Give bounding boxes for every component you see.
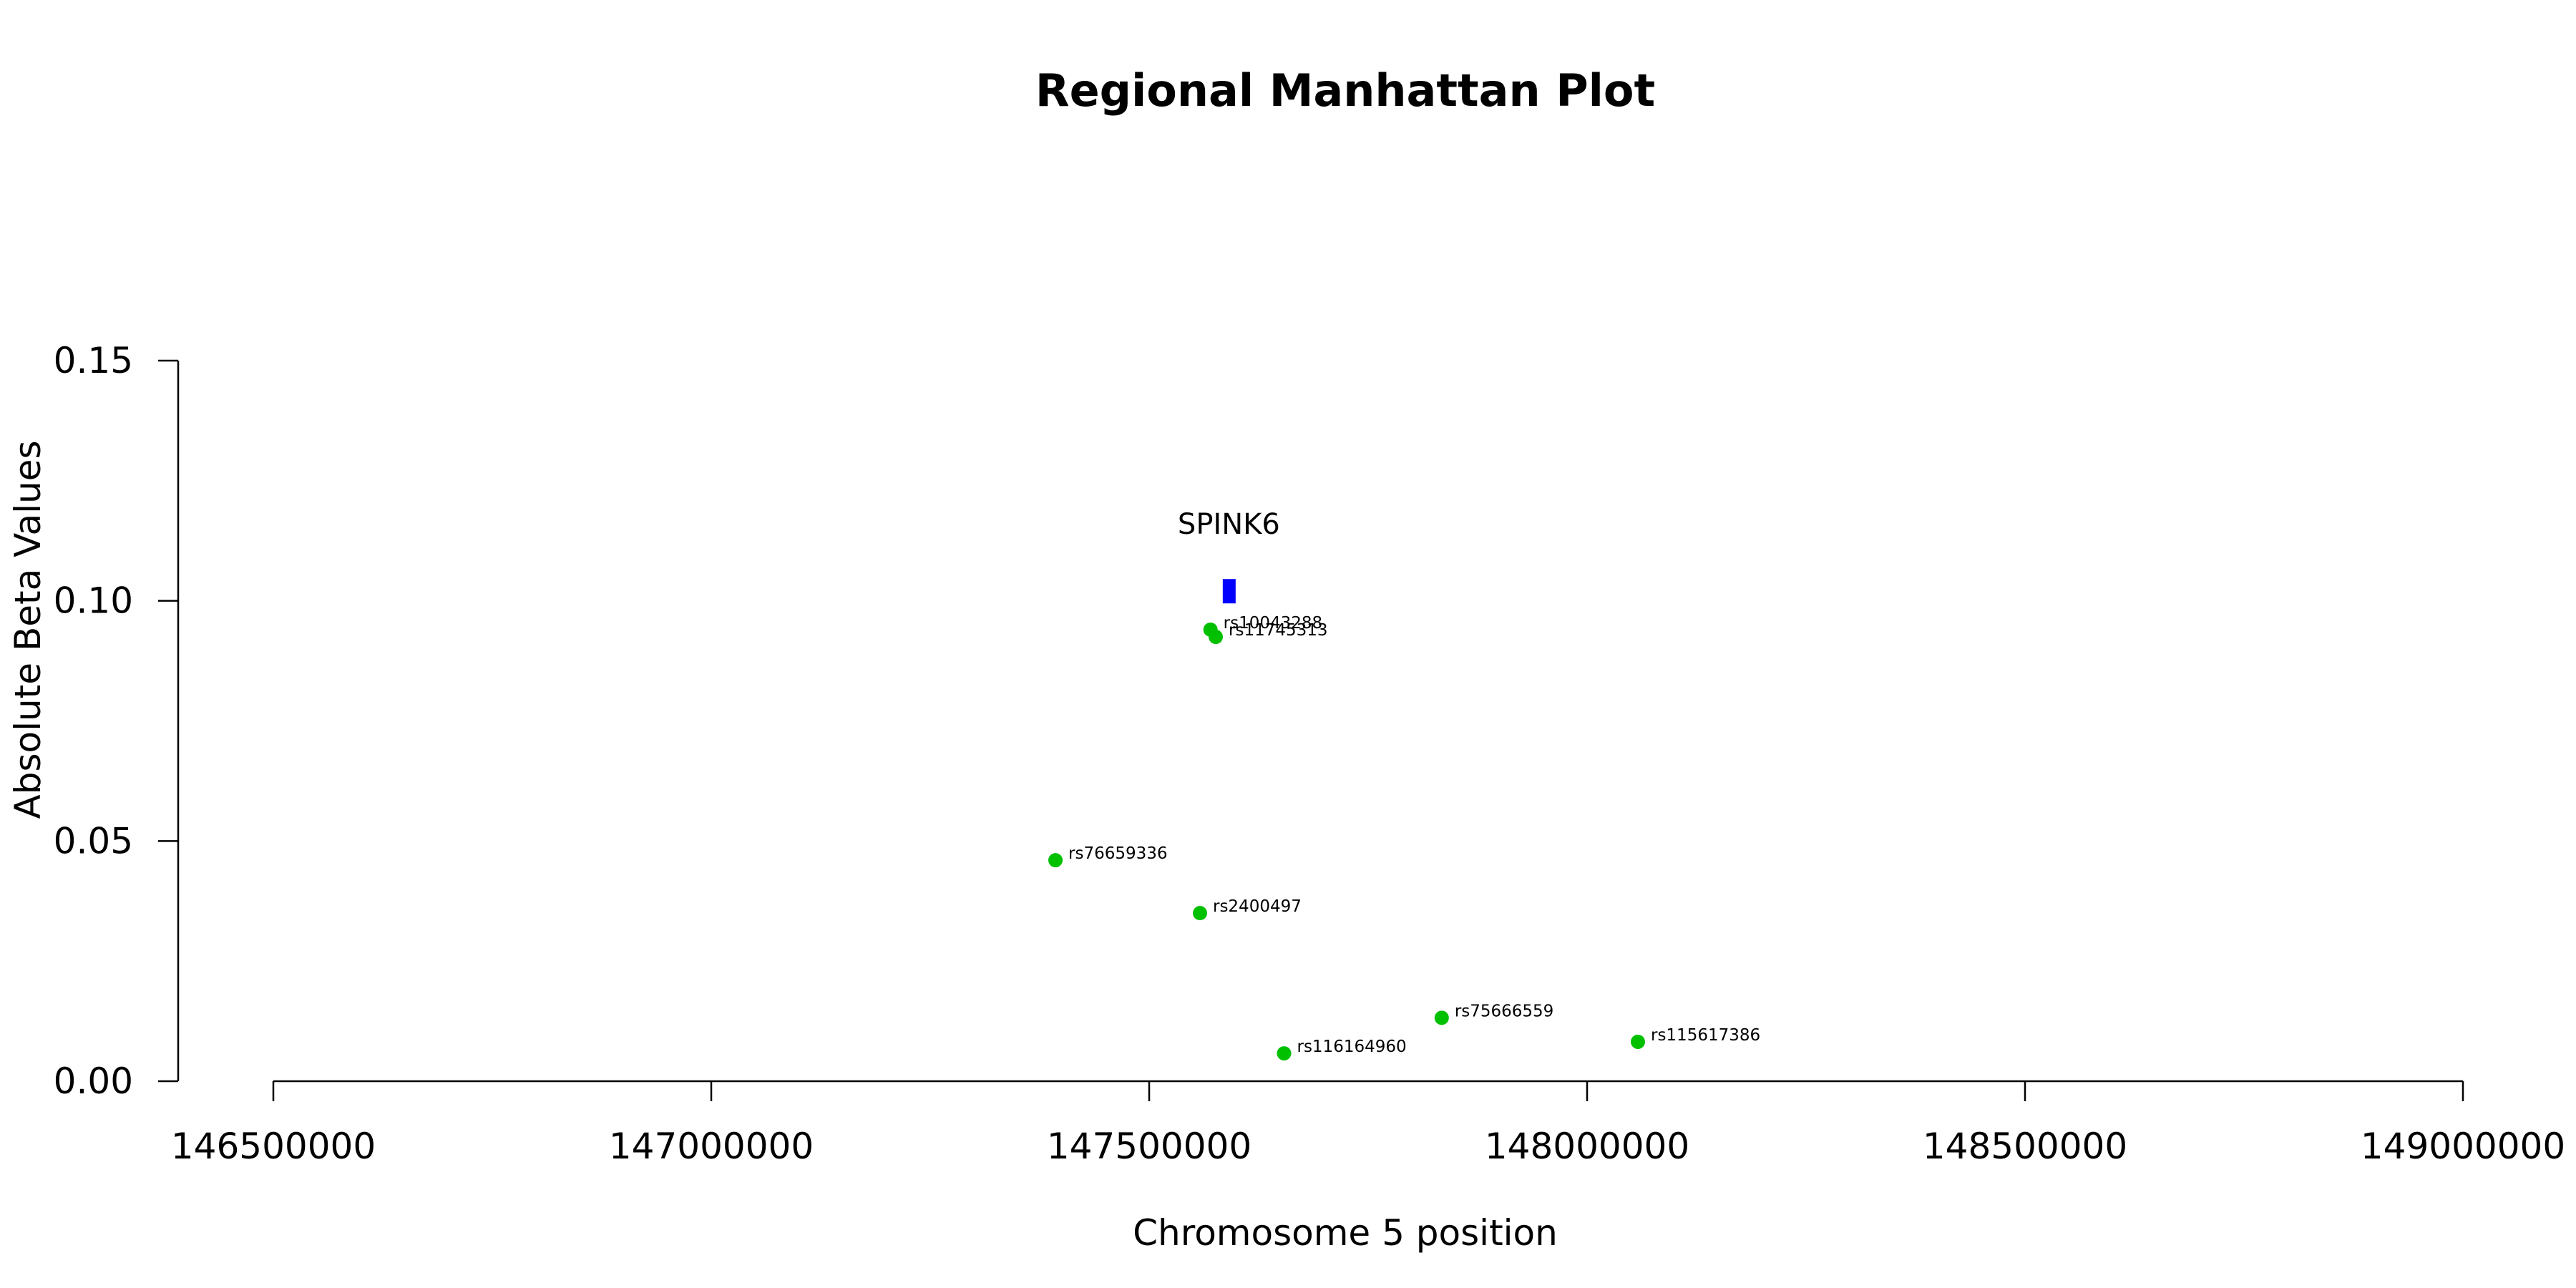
snp-label: rs11745313 <box>1229 621 1328 640</box>
snp-point <box>1277 1046 1292 1061</box>
snp-label: rs2400497 <box>1213 897 1302 916</box>
snp-point <box>1434 1010 1449 1025</box>
y-tick-label: 0.15 <box>54 340 133 381</box>
snp-label: rs75666559 <box>1455 1002 1554 1020</box>
chart-title: Regional Manhattan Plot <box>1035 64 1655 117</box>
x-axis-ticks: 146500000 147000000 147500000 148000000 1485… <box>171 1081 2565 1167</box>
x-tick-label: 148000000 <box>1485 1126 1689 1167</box>
y-axis-ticks: 0.00 0.05 0.10 0.15 <box>54 340 178 1102</box>
snp-point <box>1209 630 1224 645</box>
x-tick-label: 147500000 <box>1047 1126 1252 1167</box>
y-tick-label: 0.00 <box>54 1060 133 1102</box>
y-tick-label: 0.05 <box>54 820 133 862</box>
snp-label: rs115617386 <box>1651 1026 1760 1045</box>
snp-label: rs76659336 <box>1068 844 1168 863</box>
gene-block <box>1222 579 1236 604</box>
x-tick-label: 147000000 <box>609 1126 814 1167</box>
y-axis-label: Absolute Beta Values <box>7 441 49 819</box>
x-tick-label: 148500000 <box>1923 1126 2127 1167</box>
x-axis-label: Chromosome 5 position <box>1133 1212 1558 1254</box>
snp-point <box>1630 1034 1645 1049</box>
gene-track: SPINK6 <box>1178 508 1280 604</box>
y-tick-label: 0.10 <box>54 580 133 622</box>
snp-label: rs10043288 <box>1224 614 1323 633</box>
snp-label: rs116164960 <box>1297 1038 1406 1056</box>
gene-label: SPINK6 <box>1178 508 1280 541</box>
snp-point <box>1192 906 1207 921</box>
x-tick-label: 146500000 <box>171 1126 376 1167</box>
x-tick-label: 149000000 <box>2361 1126 2565 1167</box>
snp-point <box>1048 853 1063 868</box>
